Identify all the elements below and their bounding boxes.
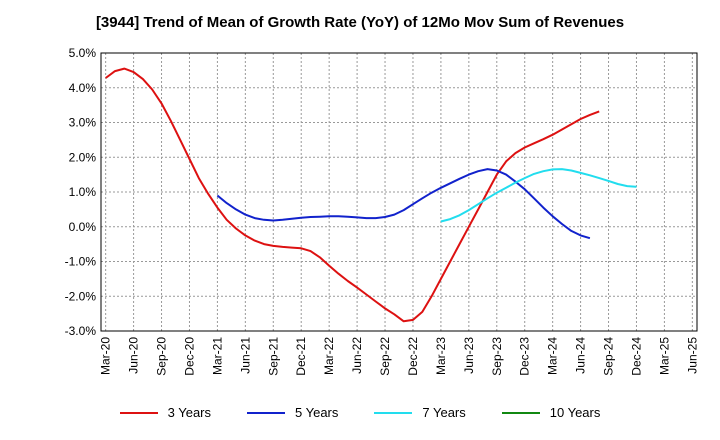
y-tick-label: 5.0% [69,46,97,60]
x-tick-label: Jun-25 [685,337,699,374]
y-tick-label: 0.0% [69,220,97,234]
y-tick-label: 2.0% [69,150,97,164]
x-tick-label: Mar-23 [434,337,448,375]
x-tick-label: Mar-20 [99,337,113,375]
x-tick-label: Jun-24 [574,337,588,374]
y-tick-label: -2.0% [65,289,97,303]
x-tick-label: Sep-23 [490,337,504,376]
y-tick-label: 1.0% [69,185,97,199]
legend-label-10-years: 10 Years [549,405,601,420]
x-tick-label: Jun-21 [238,337,252,374]
series-line-7-years [440,168,637,223]
x-tick-label: Jun-23 [462,337,476,374]
series-line-5-years [216,168,591,240]
x-tick-label: Mar-25 [657,337,671,375]
legend-swatch-5-years [247,411,285,414]
series-layer [105,67,637,323]
x-tick-label: Dec-21 [294,337,308,376]
x-tick-label: Sep-20 [155,337,169,376]
x-tick-label: Dec-22 [406,337,420,376]
legend-label-5-years: 5 Years [295,405,339,420]
legend-swatch-3-years [119,411,158,414]
legend-label-3-years: 3 Years [167,405,211,420]
x-tick-label: Sep-21 [266,337,280,376]
x-tick-label: Mar-21 [210,337,224,375]
x-tick-label: Jun-20 [127,337,141,374]
legend-item-3-years: 3 Years [119,405,211,420]
x-tick-label: Sep-24 [602,337,616,376]
legend-swatch-7-years [374,411,413,414]
x-tick-label: Sep-22 [378,337,392,376]
x-tick-label: Dec-24 [629,337,643,376]
legend-item-7-years: 7 Years [374,405,466,420]
legend-swatch-10-years [501,411,540,414]
x-tick-label: Mar-24 [546,337,560,375]
legend-item-10-years: 10 Years [501,405,601,420]
legend-item-5-years: 5 Years [247,405,338,420]
gridlines [101,52,697,332]
x-tick-label: Dec-23 [518,337,532,376]
y-tick-label: -3.0% [65,324,97,338]
x-tick-label: Jun-22 [350,337,364,374]
series-line-3-years [105,67,600,323]
axis-ticks: 5.0%4.0%3.0%2.0%1.0%0.0%-1.0%-2.0%-3.0%M… [65,46,700,376]
legend-label-7-years: 7 Years [422,405,466,420]
plot-frame [100,52,698,332]
y-tick-label: 4.0% [69,81,97,95]
x-tick-label: Dec-20 [182,337,196,376]
chart-title: [3944] Trend of Mean of Growth Rate (YoY… [95,14,625,31]
x-tick-label: Mar-22 [322,337,336,375]
y-tick-label: 3.0% [69,116,97,130]
legend: 3 Years 5 Years 7 Years 10 Years [0,405,720,420]
y-tick-label: -1.0% [65,255,97,269]
